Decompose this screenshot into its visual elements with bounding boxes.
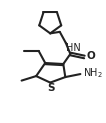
Text: HN: HN (66, 43, 81, 53)
Text: S: S (47, 83, 55, 93)
Text: NH$_2$: NH$_2$ (83, 67, 103, 80)
Text: O: O (87, 52, 96, 62)
